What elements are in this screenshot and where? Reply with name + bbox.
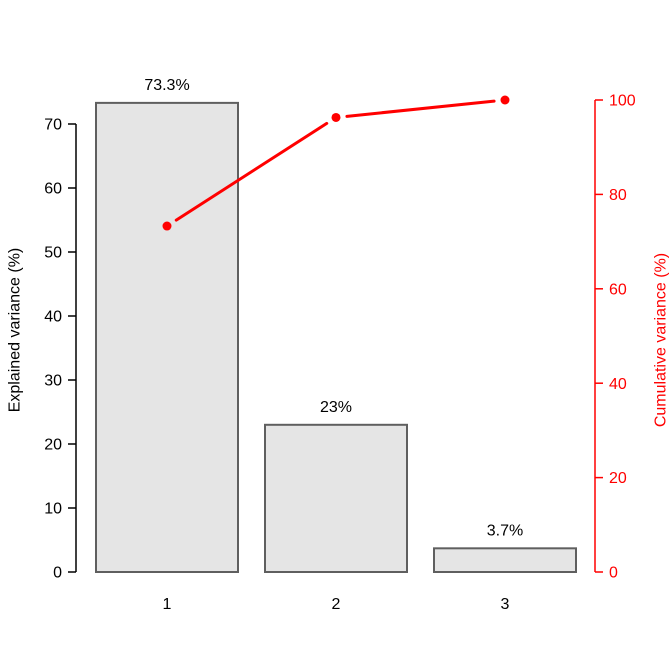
cumulative-line-segment	[174, 121, 329, 222]
cumulative-point	[500, 95, 510, 105]
left-axis-tick-label: 20	[44, 437, 62, 454]
axes-layer: 0 10 20 30 40 50 60 70 0 20 40 60 80 100	[44, 93, 636, 582]
bar-value-label: 73.3%	[144, 77, 189, 94]
left-axis-tick-label: 70	[44, 117, 62, 134]
right-axis-tick-label: 80	[609, 187, 627, 204]
bar	[95, 101, 239, 573]
left-axis-tick-label: 40	[44, 309, 62, 326]
cumulative-point	[162, 221, 172, 231]
bar-value-label: 3.7%	[487, 522, 523, 539]
left-axis-tick-label: 30	[44, 373, 62, 390]
left-axis-tick-label: 60	[44, 181, 62, 198]
right-axis-title: Cumulative variance (%)	[653, 253, 670, 427]
bar	[264, 423, 408, 573]
left-axis-title: Explained variance (%)	[7, 248, 24, 413]
right-axis-tick-label: 0	[609, 565, 618, 582]
cumulative-line-segment	[345, 99, 496, 118]
left-axis-tick-label: 10	[44, 501, 62, 518]
cumulative-line-layer	[162, 95, 510, 231]
x-tick-label: 2	[332, 596, 341, 613]
left-axis-tick-label: 0	[53, 565, 62, 582]
labels-layer: 73.3% 1 23% 2 3.7% 3	[144, 77, 523, 613]
right-axis-tick-label: 40	[609, 376, 627, 393]
bar	[433, 547, 577, 574]
right-axis-tick-label: 100	[609, 93, 636, 110]
right-axis-tick-label: 20	[609, 470, 627, 487]
bar-value-label: 23%	[320, 399, 352, 416]
x-tick-label: 1	[163, 596, 172, 613]
right-axis-tick-label: 60	[609, 281, 627, 298]
bars-layer	[95, 101, 577, 574]
x-tick-label: 3	[501, 596, 510, 613]
left-axis-tick-label: 50	[44, 245, 62, 262]
cumulative-point	[331, 112, 341, 122]
